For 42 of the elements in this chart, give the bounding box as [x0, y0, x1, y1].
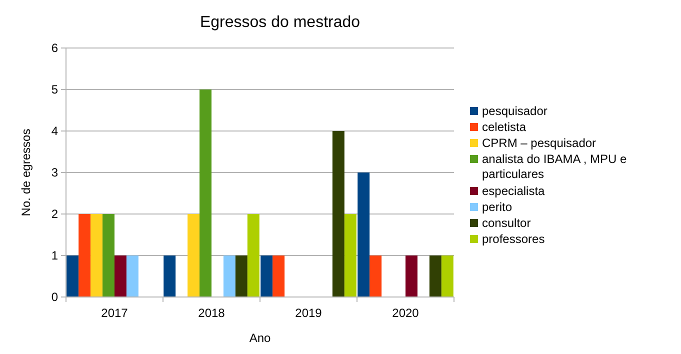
bar: [200, 90, 212, 297]
bar: [370, 256, 382, 297]
bar: [223, 256, 236, 297]
bar: [272, 256, 285, 297]
x-tick-label: 2017: [101, 306, 128, 320]
bar: [188, 214, 200, 297]
y-tick-label: 0: [51, 290, 58, 304]
y-tick-label: 4: [51, 124, 58, 138]
bar: [164, 256, 176, 297]
bar: [114, 256, 126, 297]
bar: [332, 131, 344, 297]
x-tick-label: 2020: [392, 306, 420, 320]
y-tick-label: 1: [51, 248, 58, 262]
x-tick-label: 2019: [295, 306, 322, 320]
legend-label: pesquisador: [482, 104, 548, 118]
legend-label: perito: [482, 200, 512, 214]
y-tick-label: 3: [51, 166, 58, 180]
bar: [247, 214, 260, 297]
y-tick-label: 2: [51, 207, 58, 221]
legend-label: professores: [482, 232, 545, 246]
bar: [66, 256, 79, 297]
bar: [441, 256, 454, 297]
x-axis-title: Ano: [249, 331, 271, 345]
bar: [126, 256, 138, 297]
x-tick-label: 2018: [198, 306, 226, 320]
chart-title: Egressos do mestrado: [200, 14, 360, 31]
bar: [235, 256, 248, 297]
legend-label: celetista: [482, 120, 526, 134]
y-tick-label: 5: [51, 82, 58, 96]
bar: [358, 172, 370, 297]
bar: [344, 214, 356, 297]
bar: [429, 256, 442, 297]
legend-label: CPRM – pesquisador: [482, 136, 596, 150]
bar: [78, 214, 91, 297]
bar: [90, 214, 103, 297]
y-tick-label: 6: [51, 41, 58, 55]
bar: [102, 214, 114, 297]
bar: [406, 256, 418, 297]
bar: [260, 256, 273, 297]
legend-label: consultor: [482, 216, 531, 230]
y-axis-title: No. de egressos: [19, 128, 33, 216]
legend-label: especialista: [482, 184, 546, 198]
